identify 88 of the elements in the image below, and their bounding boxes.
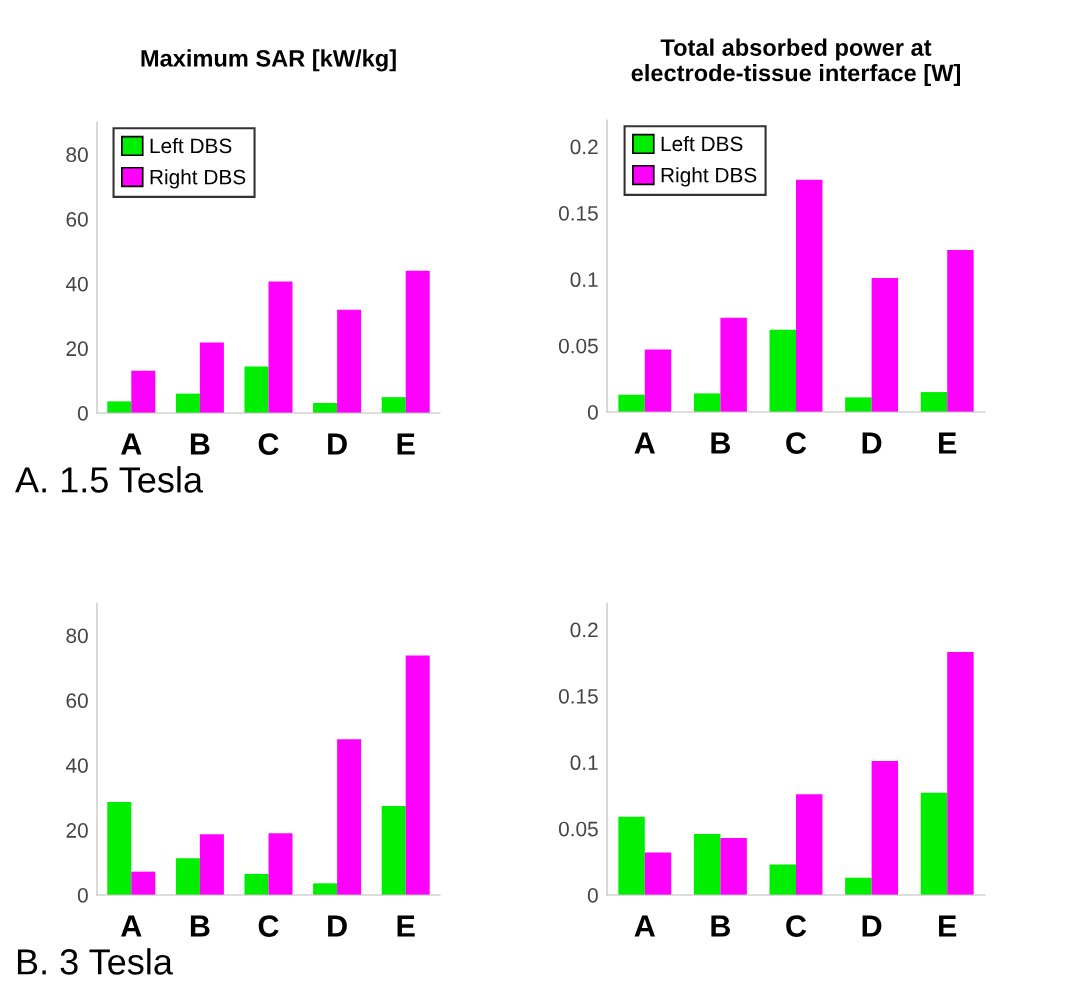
y-tick-label: 40 bbox=[65, 758, 88, 773]
bar bbox=[871, 760, 899, 895]
x-tick-label: B bbox=[711, 432, 731, 454]
bar bbox=[796, 794, 823, 895]
bar bbox=[337, 739, 362, 895]
y-tick-label: 40 bbox=[65, 276, 88, 292]
y-tick-label: 60 bbox=[66, 693, 88, 709]
legend-label: Left DBS bbox=[150, 137, 232, 154]
bar bbox=[693, 833, 721, 895]
x-tick-label: E bbox=[397, 433, 415, 455]
bar bbox=[693, 393, 721, 412]
y-tick-label: 60 bbox=[66, 212, 88, 227]
chart-title: Maximum SAR [kW/kg] bbox=[141, 49, 396, 72]
bar bbox=[381, 397, 406, 413]
text: B. 3 Tesla bbox=[17, 948, 173, 975]
bar bbox=[871, 277, 899, 412]
bar bbox=[131, 370, 156, 413]
bar bbox=[644, 852, 672, 895]
y-tick-label: 0.1 bbox=[570, 755, 598, 771]
bar bbox=[405, 270, 430, 413]
y-tick-label: 0 bbox=[77, 406, 88, 421]
bar bbox=[920, 792, 948, 895]
bar bbox=[947, 250, 974, 412]
y-tick-label: 0.2 bbox=[570, 139, 598, 155]
x-tick-label: A bbox=[121, 915, 142, 937]
bar bbox=[618, 394, 645, 412]
text: A. 1.5 Tesla bbox=[15, 466, 204, 493]
x-tick-label: D bbox=[862, 432, 882, 454]
bar bbox=[199, 834, 224, 895]
y-tick-label: 0.2 bbox=[570, 622, 598, 638]
x-tick-label: A bbox=[121, 433, 142, 455]
x-tick-label: D bbox=[328, 915, 347, 937]
bar bbox=[107, 801, 132, 895]
legend-label: Left DBS bbox=[661, 135, 743, 152]
x-tick-label: D bbox=[328, 433, 347, 455]
bar bbox=[845, 397, 872, 412]
bar bbox=[107, 401, 132, 413]
bar bbox=[947, 652, 974, 895]
chart-title: Total absorbed power at electrode-tissue interface [W] bbox=[631, 38, 961, 87]
bar bbox=[175, 393, 200, 413]
bar bbox=[405, 655, 430, 895]
y-tick-label: 0 bbox=[587, 888, 598, 903]
bar bbox=[920, 392, 948, 412]
y-tick-label: 0.15 bbox=[558, 205, 598, 221]
bar bbox=[720, 837, 747, 895]
x-tick-label: B bbox=[190, 915, 210, 937]
bar bbox=[644, 349, 672, 412]
x-tick-label: C bbox=[258, 915, 279, 937]
bar bbox=[244, 873, 269, 895]
x-tick-label: E bbox=[397, 915, 415, 937]
x-tick-label: C bbox=[258, 433, 279, 455]
x-tick-label: B bbox=[711, 915, 731, 937]
bar bbox=[337, 309, 362, 413]
y-tick-label: 20 bbox=[66, 823, 88, 838]
y-tick-label: 80 bbox=[66, 147, 88, 163]
bar bbox=[268, 833, 293, 895]
x-tick-label: A bbox=[634, 432, 656, 454]
x-tick-label: A bbox=[634, 915, 656, 937]
bar bbox=[244, 366, 269, 413]
x-tick-label: D bbox=[862, 915, 882, 937]
bar bbox=[769, 329, 796, 412]
bar bbox=[769, 864, 796, 895]
bar bbox=[199, 342, 224, 413]
y-tick-label: 0.15 bbox=[558, 688, 598, 704]
x-tick-label: E bbox=[939, 915, 957, 937]
legend-label: Right DBS bbox=[661, 167, 757, 187]
y-tick-label: 0.1 bbox=[570, 272, 598, 288]
bar bbox=[313, 402, 338, 413]
bar bbox=[175, 858, 200, 895]
y-tick-label: 0.05 bbox=[558, 821, 598, 837]
bar bbox=[313, 883, 338, 895]
y-tick-label: 0.05 bbox=[558, 338, 598, 354]
y-tick-label: 0 bbox=[587, 405, 598, 420]
x-tick-label: E bbox=[939, 432, 957, 454]
legend-label: Right DBS bbox=[150, 169, 246, 189]
y-tick-label: 80 bbox=[66, 628, 88, 644]
bar bbox=[268, 281, 293, 413]
bar bbox=[845, 877, 872, 895]
bar bbox=[131, 871, 156, 895]
x-tick-label: C bbox=[786, 432, 807, 454]
y-tick-label: 20 bbox=[66, 341, 88, 357]
bar bbox=[720, 317, 747, 412]
x-tick-label: C bbox=[786, 915, 807, 937]
bar bbox=[381, 806, 406, 895]
y-tick-label: 0 bbox=[77, 888, 88, 903]
bar bbox=[618, 816, 645, 895]
bar bbox=[796, 179, 823, 412]
x-tick-label: B bbox=[190, 433, 210, 455]
